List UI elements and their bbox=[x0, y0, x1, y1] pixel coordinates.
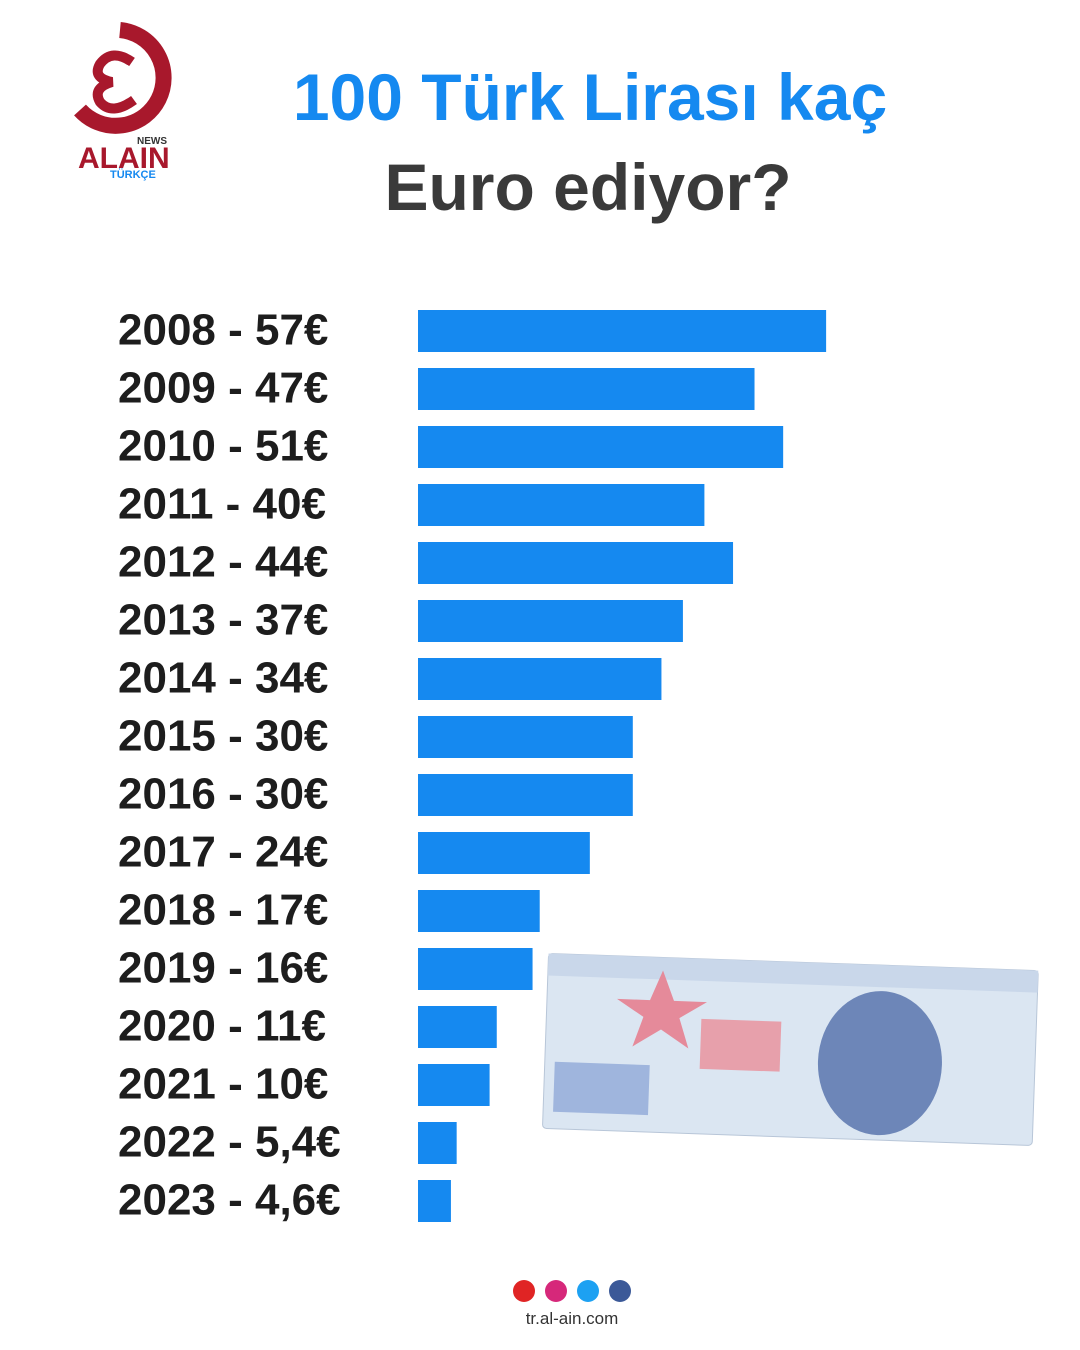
row-label: 2011 - 40€ bbox=[118, 480, 326, 529]
social-icons bbox=[513, 1280, 631, 1302]
row-label: 2017 - 24€ bbox=[118, 828, 328, 877]
chart-title: 100 Türk Lirası kaç bbox=[293, 60, 887, 134]
row-label: 2019 - 16€ bbox=[118, 944, 328, 993]
twitter-icon[interactable] bbox=[577, 1280, 599, 1302]
bar bbox=[418, 658, 662, 700]
row-label: 2021 - 10€ bbox=[118, 1060, 328, 1109]
bar bbox=[418, 890, 540, 932]
logo-ring bbox=[74, 22, 172, 134]
row-label: 2016 - 30€ bbox=[118, 770, 328, 819]
row-label: 2009 - 47€ bbox=[118, 364, 328, 413]
facebook-icon[interactable] bbox=[609, 1280, 631, 1302]
banknote bbox=[542, 953, 1039, 1146]
bar bbox=[418, 1180, 451, 1222]
bar bbox=[418, 426, 784, 468]
footer-url[interactable]: tr.al-ain.com bbox=[526, 1309, 619, 1328]
banknote-star bbox=[617, 970, 707, 1049]
row-label: 2014 - 34€ bbox=[118, 654, 328, 703]
bar bbox=[418, 310, 827, 352]
bar bbox=[418, 832, 590, 874]
row-label: 2015 - 30€ bbox=[118, 712, 328, 761]
bar bbox=[418, 600, 683, 642]
bar bbox=[418, 716, 633, 758]
instagram-icon[interactable] bbox=[545, 1280, 567, 1302]
row-label: 2013 - 37€ bbox=[118, 596, 328, 645]
bar bbox=[418, 1006, 497, 1048]
bar bbox=[418, 948, 533, 990]
chart-subtitle: Euro ediyor? bbox=[384, 150, 791, 224]
bar bbox=[418, 542, 734, 584]
bar bbox=[418, 1064, 490, 1106]
banknote-text bbox=[699, 1018, 782, 1072]
bar bbox=[418, 1122, 457, 1164]
banknote-numeral bbox=[553, 1061, 650, 1116]
bar bbox=[418, 368, 755, 410]
banknote-portrait bbox=[817, 991, 942, 1136]
bar bbox=[418, 484, 705, 526]
row-label: 2018 - 17€ bbox=[118, 886, 328, 935]
row-label: 2023 - 4,6€ bbox=[118, 1176, 341, 1225]
logo-name: ALAIN bbox=[78, 142, 170, 175]
row-label: 2010 - 51€ bbox=[118, 422, 328, 471]
row-label: 2012 - 44€ bbox=[118, 538, 328, 587]
row-label: 2020 - 11€ bbox=[118, 1002, 326, 1051]
logo: ALAIN NEWS TÜRKÇE bbox=[74, 22, 172, 181]
row-label: 2022 - 5,4€ bbox=[118, 1118, 341, 1167]
logo-mark bbox=[92, 50, 137, 114]
bar bbox=[418, 774, 633, 816]
logo-sub: TÜRKÇE bbox=[110, 168, 156, 181]
bars: 2008 - 57€ 2009 - 47€ 2010 - 51€ 2011 - 40€… bbox=[118, 306, 827, 1225]
row-label: 2008 - 57€ bbox=[118, 306, 328, 355]
banknote-band bbox=[547, 953, 1039, 993]
youtube-icon[interactable] bbox=[513, 1280, 535, 1302]
logo-tag: NEWS bbox=[137, 136, 167, 147]
